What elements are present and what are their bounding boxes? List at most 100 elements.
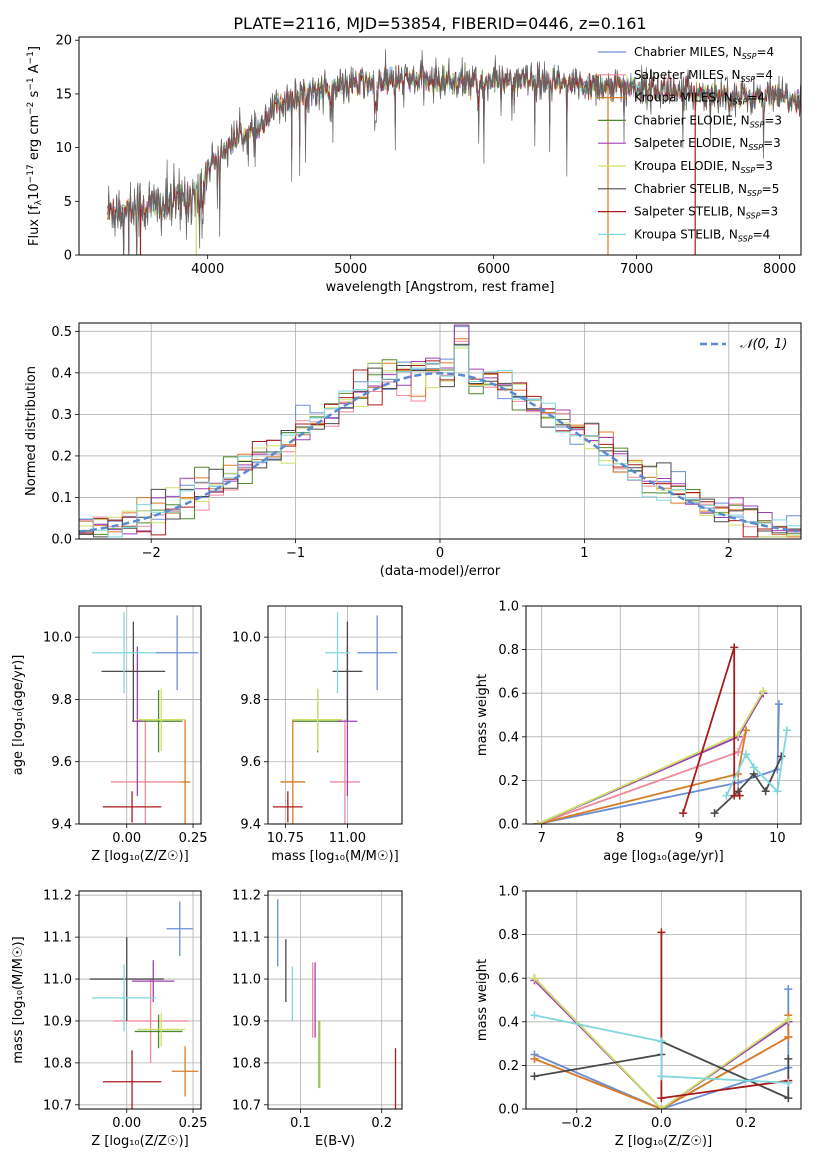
point-marker-chabrier_miles	[784, 985, 793, 994]
legend-label-kroupa_stelib: Kroupa STELIB, NSSP=4	[634, 227, 770, 243]
errorbar-chabrier_miles	[155, 615, 199, 691]
legend-sub: SSP	[741, 166, 756, 175]
x-axis-label: (data-model)/error	[380, 564, 501, 579]
series-salpeter_elodie	[533, 689, 768, 824]
x-tick-label: 0.25	[179, 831, 208, 846]
normal-curve	[79, 372, 799, 533]
point-marker-kroupa_elodie	[759, 687, 768, 696]
x-tick-label: 8000	[763, 262, 796, 277]
point-marker-salpeter_stelib	[679, 809, 688, 818]
y-axis-label: Flux [fλ10−17 erg cm−2 s−1 A−1]	[26, 46, 44, 246]
y-tick-label: 0.4	[51, 366, 72, 381]
errorbar-chabrier_stelib	[89, 937, 164, 1021]
legend-label-chabrier_miles: Chabrier MILES, NSSP=4	[634, 45, 774, 61]
plot-area	[526, 891, 801, 1109]
x-tick-label: 0.1	[290, 1116, 311, 1131]
y-tick-label: 0.8	[498, 928, 519, 943]
series-line-chabrier_elodie	[537, 692, 765, 824]
legend-text: Kroupa STELIB, N	[634, 227, 738, 241]
series-line-salpeter_elodie	[537, 692, 765, 824]
tspan: −17	[26, 164, 36, 183]
axes-residuals: −2 −1 0 1 2 0.0 0.1 0.2 0.3 0.4 0.5 (data-model)/er…	[24, 322, 802, 579]
x-tick-label: 7000	[620, 262, 653, 277]
x-tick-label: −1	[286, 546, 305, 561]
legend-text: Chabrier STELIB, N	[634, 182, 747, 196]
x-tick-label: 5000	[334, 262, 367, 277]
y-tick-label: 0.6	[498, 972, 519, 987]
tspan: s	[27, 90, 42, 101]
point-marker-chabrier_stelib	[761, 787, 770, 796]
y-tick-label: 0.2	[498, 1059, 519, 1074]
errorbar-chabrier_miles	[166, 901, 194, 956]
axes-age_vs_mass: 10.75 11.00 9.4 9.6 9.8 10.0 mass [log₁₀(M/M☉)…	[232, 605, 403, 864]
y-tick-label: 5	[64, 195, 72, 210]
series-kroupa_elodie	[533, 687, 768, 824]
x-axis-label: wavelength [Angstrom, rest frame]	[326, 280, 555, 295]
errorbar-salpeter_miles	[113, 979, 188, 1063]
errorbar-kroupa_miles	[171, 1046, 199, 1097]
x-tick-label: 0.25	[179, 1116, 208, 1131]
legend-sub: SSP	[738, 234, 753, 243]
grid	[268, 891, 402, 1109]
frame: 10.75 11.00 9.4 9.6 9.8 10.0 mass [log₁₀(M/M☉)…	[232, 605, 403, 864]
axes-frame	[267, 605, 403, 825]
tspan: λ	[34, 199, 44, 205]
y-tick-label: 1.0	[498, 600, 519, 615]
legend-label-chabrier_elodie: Chabrier ELODIE, NSSP=3	[634, 113, 782, 129]
plot-area	[79, 606, 201, 824]
y-tick-label: 11.0	[43, 973, 72, 988]
series-kroupa_stelib	[722, 726, 791, 800]
y-tick-label: 0.6	[498, 687, 519, 702]
data-marks	[79, 324, 801, 538]
legend-label-kroupa_elodie: Kroupa ELODIE, NSSP=3	[634, 159, 773, 175]
y-tick-label: 0.1	[51, 491, 72, 506]
chart-title: PLATE=2116, MJD=53854, FIBERID=0446, z=0…	[233, 14, 646, 33]
x-tick-label: 1	[580, 546, 588, 561]
errorbar-chabrier_stelib	[101, 621, 166, 722]
errorbar-kroupa_miles	[280, 719, 306, 824]
x-tick-label: 4000	[191, 262, 224, 277]
tspan: −1	[26, 77, 36, 90]
y-tick-label: 11.1	[43, 931, 72, 946]
legend-eq: =3	[755, 159, 773, 173]
errorbar-kroupa_stelib	[92, 964, 156, 1032]
axes-frame	[78, 605, 202, 825]
frame: 0.1 0.2 10.7 10.8 10.9 11.0 11.1 11.2 E(B-V)	[232, 889, 403, 1149]
y-tick-label: 0.4	[498, 1015, 519, 1030]
data-marks	[277, 899, 397, 1109]
x-tick-label: 0.0	[651, 1116, 672, 1131]
errorbar-salpeter_stelib	[102, 791, 162, 823]
x-tick-label: 0	[436, 546, 444, 561]
point-marker-salpeter_stelib	[657, 1094, 666, 1103]
axes-frame	[78, 36, 802, 256]
errorbar-kroupa_elodie	[292, 688, 343, 751]
x-tick-label: −2	[142, 546, 161, 561]
y-tick-label: 15	[55, 87, 72, 102]
point-marker-kroupa_elodie	[530, 974, 539, 983]
y-tick-label: 11.2	[43, 889, 72, 904]
tspan: 10	[27, 183, 42, 200]
point-marker-kroupa_stelib	[773, 787, 782, 796]
legend-text: Salpeter MILES, N	[634, 68, 741, 82]
grid	[79, 606, 201, 824]
legend-sub: SSP	[742, 52, 757, 61]
axes-weight_vs_Z: −0.2 0.0 0.2 0.0 0.2 0.4 0.6 0.8 1.0 Z [log₁₀(Z/Z…	[475, 885, 802, 1149]
x-axis-label: Z [log₁₀(Z/Z☉)]	[91, 849, 188, 864]
frame: 0.00 0.25 9.4 9.6 9.8 10.0 Z [log₁₀(Z/Z☉)] age …	[11, 605, 208, 864]
x-tick-label: 9	[695, 831, 703, 846]
y-axis-label: mass [log₁₀(M/M☉)]	[11, 936, 26, 1063]
legend-sub: SSP	[741, 75, 756, 84]
y-axis-label: mass weight	[475, 959, 490, 1041]
legend-eq: =4	[747, 91, 765, 105]
y-tick-label: 9.8	[240, 693, 261, 708]
tspan: −1	[26, 51, 36, 64]
legend-label-chabrier_stelib: Chabrier STELIB, NSSP=5	[634, 182, 779, 198]
y-tick-label: 11.0	[232, 973, 261, 988]
series-salpeter_stelib	[657, 928, 793, 1103]
y-tick-label: 10.9	[232, 1014, 261, 1029]
y-tick-label: 1.0	[498, 885, 519, 900]
errorbar-salpeter_miles	[330, 719, 360, 824]
series-line-kroupa_elodie	[537, 690, 765, 824]
x-axis-label: E(B-V)	[315, 1134, 355, 1149]
grid	[79, 891, 201, 1109]
